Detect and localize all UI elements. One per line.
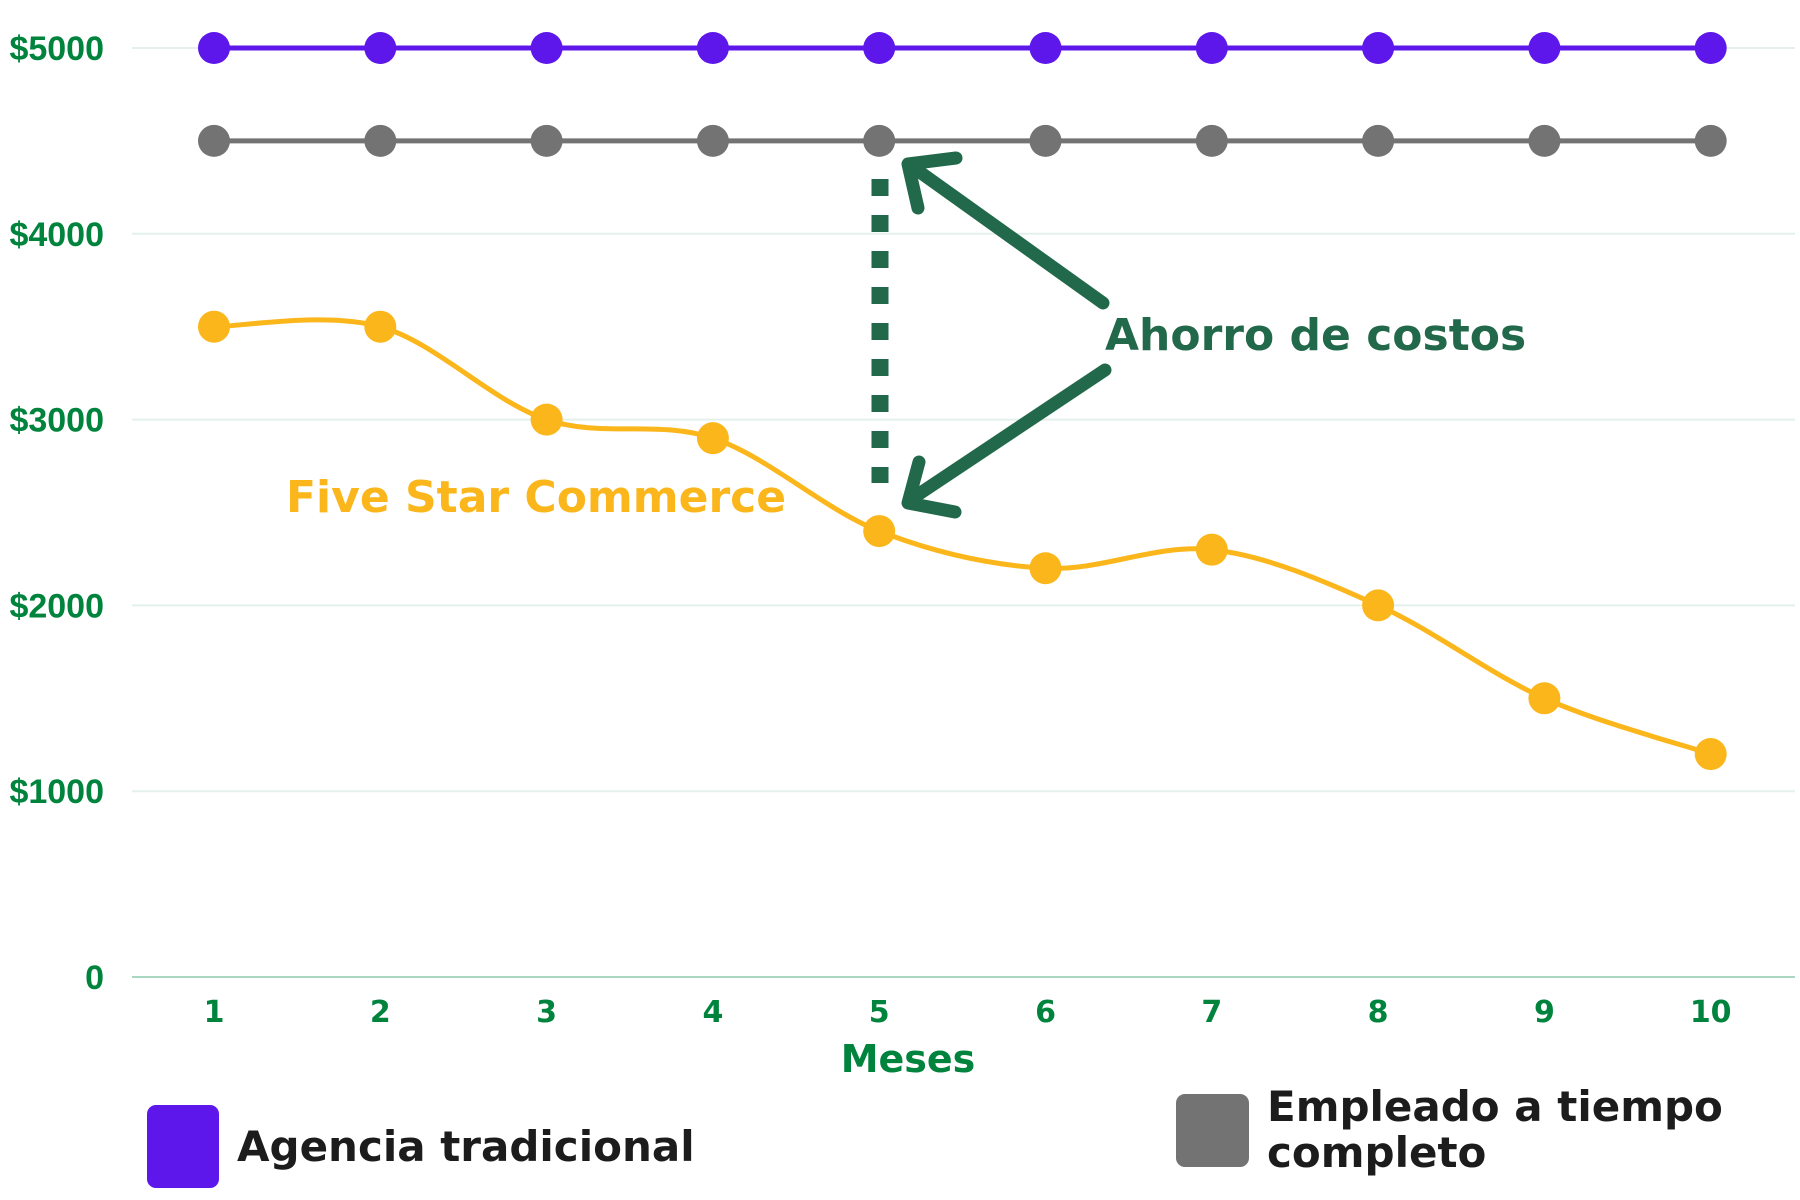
y-tick-label: $4000 [9, 216, 104, 254]
arrow-down-icon [901, 363, 1112, 519]
data-point [696, 422, 729, 455]
data-point [863, 124, 896, 157]
legend-swatch [147, 1105, 219, 1188]
x-tick-label: 8 [1368, 995, 1389, 1030]
arrow-up-icon [901, 151, 1110, 310]
x-tick-label: 1 [204, 995, 225, 1030]
data-point [1694, 32, 1727, 64]
series-group [198, 32, 1727, 771]
data-point [1029, 124, 1062, 157]
data-point [1195, 124, 1228, 157]
data-point [1694, 124, 1727, 157]
data-point [1362, 32, 1395, 64]
data-point [696, 124, 729, 157]
data-point [863, 32, 896, 64]
savings-annotation: Ahorro de costos [1105, 310, 1526, 361]
data-point [530, 32, 563, 64]
x-tick-label: 6 [1035, 995, 1056, 1030]
data-point [1362, 124, 1395, 157]
y-tick-label: $5000 [9, 30, 104, 68]
data-point [198, 310, 230, 343]
x-axis-ticks: 1 2 3 4 5 6 7 8 9 10 [204, 995, 1732, 1030]
data-point [1195, 32, 1228, 64]
data-point [364, 32, 397, 64]
x-tick-label: 4 [702, 995, 723, 1030]
data-point [1528, 682, 1561, 715]
x-axis-label: Meses [841, 1037, 976, 1081]
data-point [1195, 533, 1228, 566]
y-tick-label: 0 [85, 959, 104, 997]
data-point [364, 124, 397, 157]
data-point [364, 310, 397, 343]
data-point [863, 515, 896, 548]
data-point [1694, 738, 1727, 771]
x-tick-label: 7 [1201, 995, 1222, 1030]
data-point [1362, 589, 1395, 622]
y-tick-label: $3000 [9, 402, 104, 440]
x-tick-label: 2 [370, 995, 391, 1030]
data-point [198, 124, 230, 157]
data-point [530, 403, 563, 436]
legend-label: Agencia tradicional [237, 1121, 695, 1171]
series-five-star-commerce [198, 310, 1727, 771]
legend-swatch [1176, 1093, 1249, 1167]
x-tick-label: 3 [536, 995, 557, 1030]
x-tick-label: 9 [1534, 995, 1555, 1030]
x-tick-label: 5 [869, 995, 890, 1030]
five-star-commerce-label: Five Star Commerce [286, 472, 786, 523]
data-point [1528, 32, 1561, 64]
data-point [530, 124, 563, 157]
data-point [1528, 124, 1561, 157]
series-empleado-a-tiempo-completo [198, 124, 1727, 157]
series-agencia-tradicional [198, 32, 1727, 64]
series-line [213, 317, 1712, 757]
y-axis-ticks: 0 $1000 $2000 $3000 $4000 $5000 [9, 30, 104, 997]
data-point [198, 32, 230, 64]
y-tick-label: $2000 [9, 587, 104, 625]
y-tick-label: $1000 [9, 773, 104, 811]
data-point [1029, 32, 1062, 64]
data-point [696, 32, 729, 64]
legend-item-empleado-tiempo-completo: Empleado a tiempo completo [1176, 1084, 1727, 1176]
x-tick-label: 10 [1690, 995, 1732, 1030]
annotations: Ahorro de costos Five Star Commerce [286, 151, 1526, 523]
legend-label: Empleado a tiempo completo [1267, 1082, 1723, 1177]
data-point [1029, 552, 1062, 585]
legend-item-agencia-tradicional: Agencia tradicional [147, 1105, 695, 1188]
